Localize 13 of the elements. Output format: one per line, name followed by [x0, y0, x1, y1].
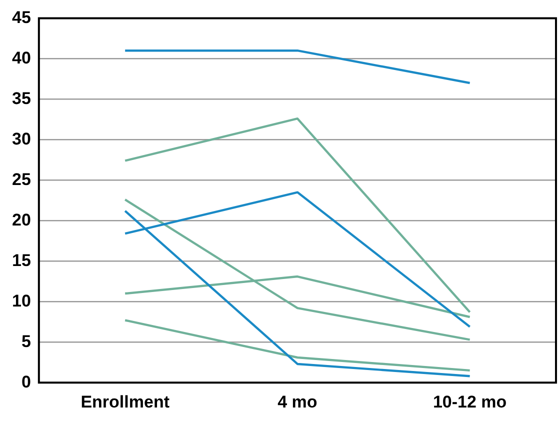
y-tick-label: 25 [12, 170, 31, 189]
y-tick-label: 15 [12, 250, 31, 270]
y-tick-label: 5 [21, 332, 31, 351]
y-tick-label: 0 [21, 372, 31, 392]
x-tick-label: 4 mo [278, 392, 318, 412]
x-tick-label: Enrollment [80, 392, 170, 412]
y-tick-label: 20 [12, 210, 31, 230]
y-tick-label: 10 [12, 291, 31, 310]
x-tick-label: 10-12 mo [432, 392, 507, 412]
y-tick-label: 45 [12, 8, 31, 27]
y-tick-label: 35 [12, 88, 31, 108]
y-tick-label: 30 [12, 129, 31, 148]
y-tick-label: 40 [12, 48, 31, 68]
